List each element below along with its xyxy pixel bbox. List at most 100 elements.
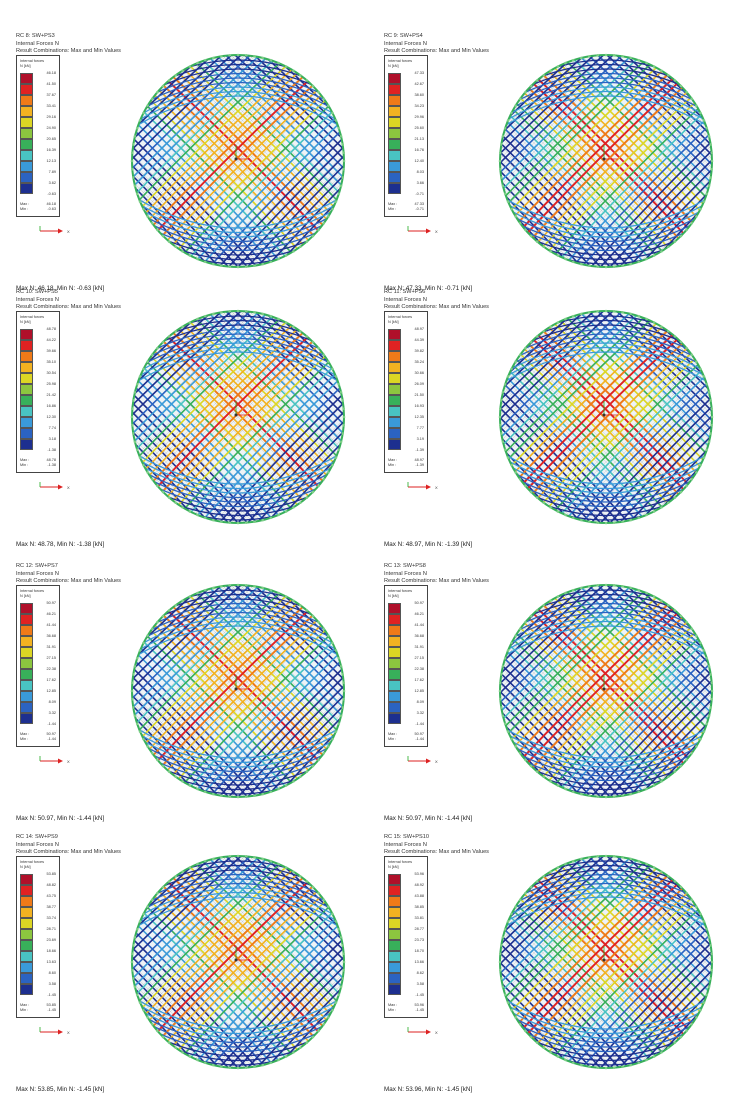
axis-indicator: X [407,756,438,764]
combination-label: Result Combinations: Max and Min Values [16,48,121,55]
scale-tick-label: 27.15 [46,656,56,660]
scale-tick-label: 36.68 [46,634,56,638]
scale-tick-label: 38.85 [414,905,424,909]
result-type-label: Internal Forces N [16,40,59,47]
scale-swatch [20,428,33,439]
scale-swatch [20,139,33,150]
panel-header: RC 14: SW+PS9 Internal Forces N Result Com… [16,834,121,857]
axis-indicator: X [407,226,438,234]
max-value: 46.18 [46,202,56,206]
max-label: Max : [388,202,398,206]
result-panel: RC 10: SW+PS5 Internal Forces N Result Com… [10,289,356,551]
scale-tick-label: 41.50 [46,82,56,86]
scale-swatch [20,658,33,669]
scale-tick-label: 3.18 [48,437,56,441]
min-value: -1.44 [415,737,424,741]
scale-tick-label: 28.71 [46,927,56,931]
scale-swatch [388,896,401,907]
combination-label: Result Combinations: Max and Min Values [384,48,489,55]
scale-tick-label: 44.22 [46,338,56,342]
scale-swatch [20,150,33,161]
scale-tick-label: 39.66 [46,349,56,353]
min-value: -0.63 [47,207,56,211]
scale-tick-label: 35.24 [414,360,424,364]
scale-tick-label: 18.66 [46,949,56,953]
scale-tick-label: 18.70 [414,949,424,953]
scale-tick-label: 28.77 [414,927,424,931]
dome-force-plot [498,583,714,799]
scale-swatch [20,918,33,929]
scale-swatch [20,84,33,95]
scale-tick-label: 48.82 [46,883,56,887]
scale-tick-label: 12.85 [46,689,56,693]
min-label: Min : [20,463,29,467]
scale-swatch [20,907,33,918]
legend-title-text: Internal forces [388,589,413,593]
scale-swatch [20,117,33,128]
scale-tick-label: 35.10 [46,360,56,364]
scale-tick-label: 37.67 [46,93,56,97]
legend-title: Internal forces N [kN] [388,589,412,598]
scale-swatch [20,680,33,691]
scale-tick-label: 44.39 [414,338,424,342]
min-label: Min : [20,737,29,741]
scale-swatch [388,907,401,918]
scale-swatch [388,117,401,128]
max-min-summary: Max N: 50.97, Min N: -1.44 [kN] [16,815,105,822]
legend-title-text: Internal forces [20,59,45,63]
load-case-label: RC 12: SW+PS7 [16,563,58,569]
scale-swatch [388,658,401,669]
scale-swatch [20,106,33,117]
scale-swatch [20,128,33,139]
scale-swatch [388,713,401,724]
result-type-label: Internal Forces N [384,296,427,303]
scale-tick-label: 3.19 [416,437,424,441]
max-min-summary: Max N: 46.18, Min N: -0.63 [kN] [16,285,105,292]
scale-swatch [388,874,401,885]
scale-swatch [388,984,401,995]
scale-swatch [388,384,401,395]
scale-swatch [388,962,401,973]
scale-swatch [20,874,33,885]
scale-tick-label: 46.21 [46,612,56,616]
scale-tick-label: 7.77 [416,426,424,430]
dome-force-plot [498,309,714,525]
max-min-summary: Max N: 50.97, Min N: -1.44 [kN] [384,815,473,822]
scale-swatch [388,406,401,417]
combination-label: Result Combinations: Max and Min Values [384,304,489,311]
scale-tick-label: 21.50 [414,393,424,397]
scale-swatch [20,373,33,384]
svg-text:X: X [435,1030,438,1035]
result-panel: RC 14: SW+PS9 Internal Forces N Result Com… [10,834,356,1096]
scale-tick-label: 31.91 [414,645,424,649]
min-label: Min : [388,1008,397,1012]
result-type-label: Internal Forces N [16,296,59,303]
scale-swatch [388,106,401,117]
scale-tick-label: 16.86 [46,404,56,408]
scale-tick-label: -1.45 [415,993,424,997]
load-case-label: RC 15: SW+PS10 [384,834,429,840]
legend-title-text: Internal forces [388,860,413,864]
scale-swatch [388,139,401,150]
max-value: 47.33 [414,202,424,206]
scale-tick-label: 17.62 [414,678,424,682]
result-type-label: Internal Forces N [384,40,427,47]
result-panel: RC 13: SW+PS8 Internal Forces N Result Com… [378,563,724,825]
load-case-label: RC 14: SW+PS9 [16,834,58,840]
color-legend: Internal forces N [kN] 53.85 48.82 43.75 38.7… [16,856,60,1018]
scale-tick-label: 25.98 [46,382,56,386]
scale-tick-label: 7.89 [48,170,56,174]
combination-label: Result Combinations: Max and Min Values [16,304,121,311]
scale-swatch [388,362,401,373]
scale-swatch [388,625,401,636]
scale-swatch [388,183,401,194]
max-min-summary: Max N: 47.33, Min N: -0.71 [kN] [384,285,473,292]
scale-tick-label: 3.58 [48,982,56,986]
result-type-label: Internal Forces N [384,841,427,848]
scale-tick-label: 46.21 [414,612,424,616]
scale-swatch [388,84,401,95]
load-case-label: RC 11: SW+PS6 [384,289,426,295]
scale-tick-label: 16.93 [414,404,424,408]
scale-swatch [388,150,401,161]
scale-tick-label: 17.62 [46,678,56,682]
